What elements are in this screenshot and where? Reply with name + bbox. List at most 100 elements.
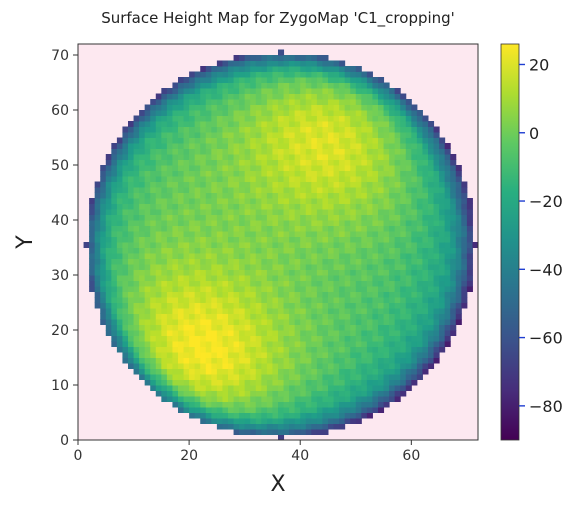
heatmap-cell xyxy=(389,242,395,248)
heatmap-cell xyxy=(428,352,434,358)
heatmap-cell xyxy=(367,270,373,276)
heatmap-cell xyxy=(339,418,345,424)
heatmap-cell xyxy=(417,143,423,149)
heatmap-cell xyxy=(239,275,245,281)
heatmap-cell xyxy=(145,204,151,210)
heatmap-cell xyxy=(284,429,290,435)
heatmap-cell xyxy=(195,253,201,259)
heatmap-cell xyxy=(278,94,284,100)
heatmap-cell xyxy=(334,88,340,94)
heatmap-cell xyxy=(156,160,162,166)
heatmap-cell xyxy=(428,259,434,265)
heatmap-cell xyxy=(334,83,340,89)
heatmap-cell xyxy=(128,198,134,204)
heatmap-cell xyxy=(245,220,251,226)
heatmap-cell xyxy=(156,330,162,336)
heatmap-cell xyxy=(389,270,395,276)
heatmap-cell xyxy=(189,325,195,331)
heatmap-cell xyxy=(150,187,156,193)
heatmap-cell xyxy=(134,132,140,138)
heatmap-cell xyxy=(289,110,295,116)
heatmap-cell xyxy=(161,237,167,243)
heatmap-cell xyxy=(195,303,201,309)
heatmap-cell xyxy=(195,160,201,166)
heatmap-cell xyxy=(239,413,245,419)
heatmap-cell xyxy=(450,176,456,182)
heatmap-cell xyxy=(95,248,101,254)
heatmap-cell xyxy=(256,209,262,215)
heatmap-cell xyxy=(289,176,295,182)
heatmap-cell xyxy=(261,358,267,364)
heatmap-cell xyxy=(306,132,312,138)
heatmap-cell xyxy=(234,226,240,232)
heatmap-cell xyxy=(322,308,328,314)
heatmap-cell xyxy=(450,204,456,210)
heatmap-cell xyxy=(422,143,428,149)
heatmap-cell xyxy=(172,182,178,188)
heatmap-cell xyxy=(272,187,278,193)
heatmap-cell xyxy=(122,242,128,248)
heatmap-cell xyxy=(222,352,228,358)
heatmap-cell xyxy=(217,127,223,133)
heatmap-cell xyxy=(339,413,345,419)
heatmap-cell xyxy=(367,72,373,78)
heatmap-cell xyxy=(295,138,301,144)
heatmap-cell xyxy=(228,270,234,276)
heatmap-cell xyxy=(184,132,190,138)
heatmap-cell xyxy=(278,407,284,413)
heatmap-cell xyxy=(322,253,328,259)
heatmap-cell xyxy=(217,226,223,232)
heatmap-cell xyxy=(445,204,451,210)
heatmap-cell xyxy=(350,275,356,281)
heatmap-cell xyxy=(389,88,395,94)
heatmap-cell xyxy=(250,292,256,298)
heatmap-cell xyxy=(239,226,245,232)
heatmap-cell xyxy=(389,303,395,309)
heatmap-cell xyxy=(361,176,367,182)
heatmap-cell xyxy=(456,165,462,171)
heatmap-cell xyxy=(334,325,340,331)
heatmap-cell xyxy=(322,187,328,193)
heatmap-cell xyxy=(384,303,390,309)
heatmap-cell xyxy=(428,187,434,193)
heatmap-cell xyxy=(361,308,367,314)
heatmap-cell xyxy=(361,341,367,347)
heatmap-cell xyxy=(267,215,273,221)
heatmap-cell xyxy=(139,297,145,303)
heatmap-cell xyxy=(184,121,190,127)
heatmap-cell xyxy=(217,61,223,67)
heatmap-cell xyxy=(417,286,423,292)
heatmap-cell xyxy=(428,143,434,149)
heatmap-cell xyxy=(89,220,95,226)
heatmap-cell xyxy=(439,226,445,232)
heatmap-cell xyxy=(372,380,378,386)
heatmap-cell xyxy=(206,66,212,72)
heatmap-cell xyxy=(117,165,123,171)
heatmap-cell xyxy=(334,66,340,72)
heatmap-cell xyxy=(206,264,212,270)
heatmap-cell xyxy=(156,226,162,232)
heatmap-cell xyxy=(106,215,112,221)
x-tick-label: 60 xyxy=(402,448,420,464)
heatmap-cell xyxy=(411,121,417,127)
heatmap-cell xyxy=(222,396,228,402)
heatmap-cell xyxy=(350,352,356,358)
heatmap-cell xyxy=(167,187,173,193)
heatmap-cell xyxy=(189,231,195,237)
heatmap-cell xyxy=(289,143,295,149)
heatmap-cell xyxy=(445,308,451,314)
heatmap-cell xyxy=(134,363,140,369)
heatmap-cell xyxy=(172,143,178,149)
heatmap-cell xyxy=(239,220,245,226)
heatmap-cell xyxy=(317,138,323,144)
heatmap-cell xyxy=(256,330,262,336)
heatmap-cell xyxy=(450,308,456,314)
heatmap-cell xyxy=(400,281,406,287)
heatmap-cell xyxy=(367,275,373,281)
heatmap-cell xyxy=(178,154,184,160)
heatmap-cell xyxy=(356,204,362,210)
heatmap-cell xyxy=(256,363,262,369)
heatmap-cell xyxy=(145,231,151,237)
heatmap-cell xyxy=(156,248,162,254)
heatmap-cell xyxy=(339,297,345,303)
